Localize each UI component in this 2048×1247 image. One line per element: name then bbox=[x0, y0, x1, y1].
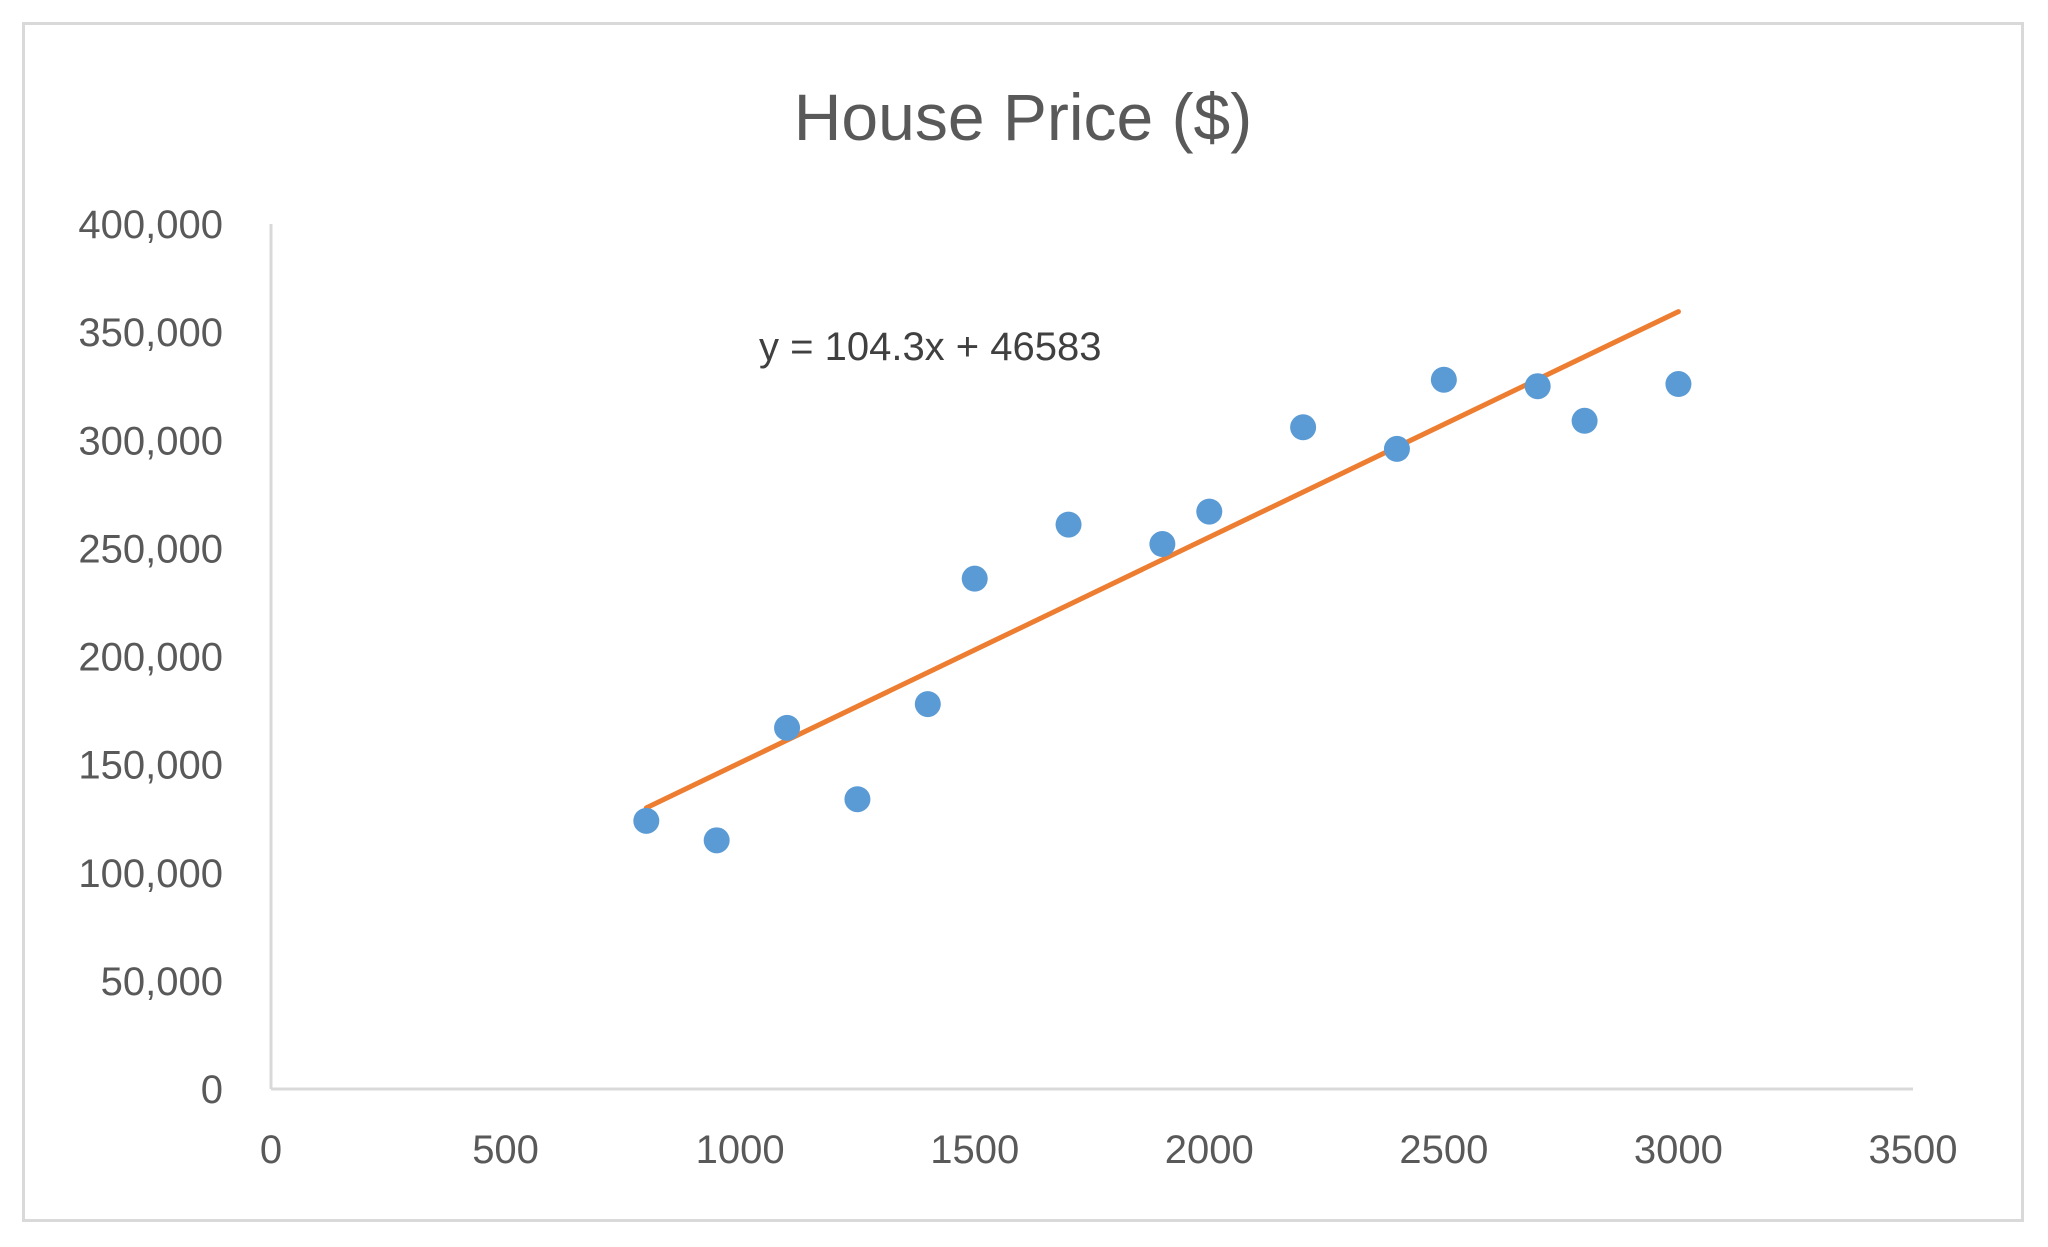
y-tick-labels: 0 50,000 100,000 150,000 200,000 250,000 300,0… bbox=[78, 203, 223, 1112]
x-tick-label: 1500 bbox=[930, 1128, 1019, 1172]
chart-frame: House Price ($) 0 50,000 100,000 150,000 200… bbox=[22, 22, 2024, 1222]
y-tick-label: 250,000 bbox=[78, 527, 223, 571]
y-tick-label: 200,000 bbox=[78, 636, 223, 680]
data-point bbox=[633, 807, 660, 834]
y-tick-label: 350,000 bbox=[78, 311, 223, 355]
y-tick-label: 0 bbox=[201, 1068, 223, 1112]
axes bbox=[269, 224, 1913, 1091]
data-point bbox=[844, 786, 871, 813]
data-point bbox=[1196, 498, 1223, 525]
y-tick-label: 100,000 bbox=[78, 852, 223, 896]
x-tick-label: 0 bbox=[260, 1128, 282, 1172]
trendline bbox=[643, 309, 1681, 811]
data-point bbox=[1149, 531, 1176, 558]
scatter-chart: House Price ($) 0 50,000 100,000 150,000 200… bbox=[78, 80, 1958, 1172]
data-point bbox=[1055, 511, 1082, 538]
data-point bbox=[1430, 366, 1457, 393]
x-tick-label: 2000 bbox=[1165, 1128, 1254, 1172]
data-point bbox=[1571, 407, 1598, 434]
x-tick-label: 1000 bbox=[696, 1128, 785, 1172]
x-tick-label: 500 bbox=[472, 1128, 539, 1172]
data-point bbox=[914, 691, 941, 718]
x-tick-labels: 0 500 1000 1500 2000 2500 3000 3500 bbox=[260, 1128, 1958, 1172]
data-point bbox=[774, 714, 801, 741]
trendline-group bbox=[643, 309, 1681, 811]
y-tick-label: 400,000 bbox=[78, 203, 223, 247]
chart-title: House Price ($) bbox=[794, 80, 1253, 154]
y-tick-label: 50,000 bbox=[101, 960, 223, 1004]
data-point bbox=[961, 565, 988, 592]
y-tick-label: 150,000 bbox=[78, 744, 223, 788]
data-point bbox=[1665, 371, 1692, 398]
y-tick-label: 300,000 bbox=[78, 419, 223, 463]
data-points bbox=[633, 366, 1692, 854]
x-tick-label: 3500 bbox=[1869, 1128, 1958, 1172]
x-tick-label: 3000 bbox=[1634, 1128, 1723, 1172]
data-point bbox=[1524, 373, 1551, 400]
trendline-equation: y = 104.3x + 46583 bbox=[759, 325, 1102, 369]
data-point bbox=[1383, 435, 1410, 462]
x-tick-label: 2500 bbox=[1399, 1128, 1488, 1172]
data-point bbox=[703, 827, 730, 854]
data-point bbox=[1290, 414, 1317, 441]
